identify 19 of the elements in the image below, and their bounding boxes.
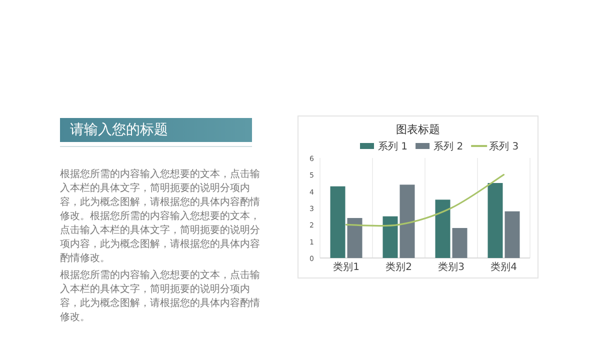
x-tick-label: 类别4: [490, 261, 517, 273]
bar: [435, 200, 450, 258]
bar: [504, 211, 520, 258]
bar: [488, 183, 503, 258]
text: 根据您所需的内容输入您想要的文本，点击输入本栏的具体文字，简明扼要的说明分项内容，此为概念图解，请根据您的具体内容酌情修改。根据您所需的内容输入您想要的文本，点击输入本栏的具体文字，简明扼要的说明分项内容，此为概念图解，请根据您的具体内容酌情修改。: [60, 168, 261, 266]
bar: [347, 218, 362, 258]
bar: [382, 216, 398, 258]
legend-label: 系列 1: [378, 140, 408, 152]
bar: [452, 228, 468, 258]
chart-title: 图表标题: [396, 123, 440, 136]
bar: [330, 186, 346, 258]
x-tick-label: 类别2: [386, 261, 412, 273]
legend-label: 系列 3: [489, 140, 519, 152]
bar: [400, 184, 415, 258]
x-tick-label: 类别3: [438, 261, 464, 273]
x-tick-label: 类别1: [333, 261, 360, 273]
legend-label: 系列 2: [434, 140, 464, 152]
text: 根据您所需的内容输入您想要的文本，点击输入本栏的具体文字，简明扼要的说明分项内容，此为概念图解，请根据您的具体内容酌情修改。: [60, 269, 261, 325]
text: 请输入您的标题: [60, 118, 252, 142]
